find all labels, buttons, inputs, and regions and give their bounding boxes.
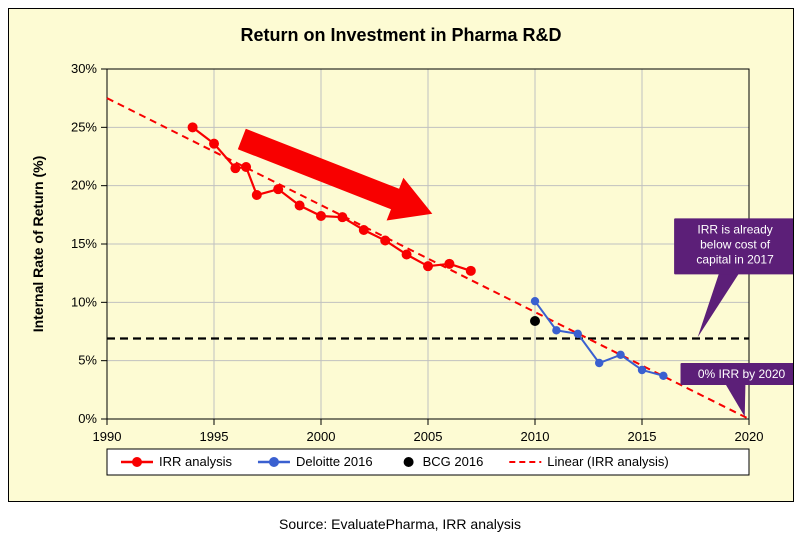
irr-series-point xyxy=(337,212,347,222)
ytick-label: 30% xyxy=(71,61,97,76)
irr-series-point xyxy=(209,139,219,149)
irr-series-point xyxy=(423,261,433,271)
irr-series-point xyxy=(380,236,390,246)
decline-arrow-icon xyxy=(238,129,432,221)
irr-series-point xyxy=(188,122,198,132)
ytick-label: 15% xyxy=(71,236,97,251)
xtick-label: 1990 xyxy=(93,429,122,444)
ytick-label: 5% xyxy=(78,353,97,368)
callout-text: 0% IRR by 2020 xyxy=(698,367,786,381)
deloitte-series-point xyxy=(616,351,624,359)
legend-marker xyxy=(269,457,279,467)
xtick-label: 2000 xyxy=(307,429,336,444)
legend-label: Linear (IRR analysis) xyxy=(547,454,668,469)
callout-text: below cost of xyxy=(700,237,771,251)
deloitte-series-point xyxy=(595,359,603,367)
deloitte-series-point xyxy=(574,330,582,338)
source-text: Source: EvaluatePharma, IRR analysis xyxy=(8,516,792,532)
callout-text: capital in 2017 xyxy=(696,252,774,266)
irr-series-line xyxy=(193,127,471,271)
irr-series-point xyxy=(466,266,476,276)
legend-marker xyxy=(132,457,142,467)
ytick-label: 20% xyxy=(71,178,97,193)
xtick-label: 2010 xyxy=(521,429,550,444)
callout-c1: IRR is alreadybelow cost ofcapital in 20… xyxy=(674,218,793,337)
xtick-label: 2015 xyxy=(628,429,657,444)
callout-c2: 0% IRR by 2020 xyxy=(681,363,793,417)
irr-series-point xyxy=(252,190,262,200)
irr-series-point xyxy=(402,250,412,260)
deloitte-series-point xyxy=(638,366,646,374)
chart-svg: Return on Investment in Pharma R&D 0% 5% 10… xyxy=(9,9,793,501)
callout-pointer xyxy=(698,273,739,337)
legend-label: BCG 2016 xyxy=(423,454,484,469)
xtick-label: 1995 xyxy=(200,429,229,444)
chart-title: Return on Investment in Pharma R&D xyxy=(240,25,561,45)
y-axis-label: Internal Rate of Return (%) xyxy=(30,156,46,333)
irr-series-point xyxy=(273,184,283,194)
xtick-label: 2020 xyxy=(735,429,764,444)
xtick-label: 2005 xyxy=(414,429,443,444)
legend-marker xyxy=(404,457,414,467)
ytick-label: 25% xyxy=(71,119,97,134)
legend-label: IRR analysis xyxy=(159,454,232,469)
deloitte-series-point xyxy=(659,372,667,380)
irr-series-point xyxy=(295,201,305,211)
irr-series-point xyxy=(359,225,369,235)
chart-frame: Return on Investment in Pharma R&D 0% 5% 10… xyxy=(8,8,794,502)
irr-series-point xyxy=(444,259,454,269)
deloitte-series-point xyxy=(531,297,539,305)
ytick-label: 10% xyxy=(71,294,97,309)
ytick-label: 0% xyxy=(78,411,97,426)
deloitte-series-point xyxy=(552,326,560,334)
legend-label: Deloitte 2016 xyxy=(296,454,373,469)
bcg-series-point xyxy=(530,316,540,326)
irr-series-point xyxy=(316,211,326,221)
irr-series-point xyxy=(230,163,240,173)
callout-text: IRR is already xyxy=(697,222,772,236)
irr-series-point xyxy=(241,162,251,172)
